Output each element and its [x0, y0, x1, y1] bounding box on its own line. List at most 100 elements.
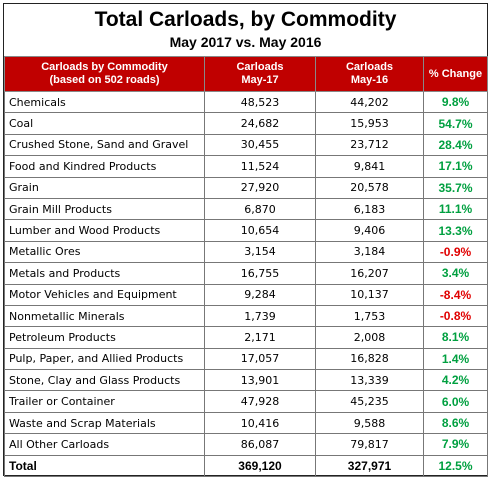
commodity: Chemicals	[4, 90, 205, 114]
column-header: Carloads May-16	[315, 56, 424, 92]
commodity: Motor Vehicles and Equipment	[4, 283, 205, 306]
table-row: Metals and Products 16,755 16,207 3.4%	[4, 262, 488, 285]
carloads: 10,654	[204, 219, 316, 242]
total-row: Total 369,120 327,971 12.5%	[4, 454, 488, 478]
carloads-table: Carloads by Commodity (based on 502 road…	[4, 56, 488, 478]
carloads: 13,901	[204, 369, 316, 392]
table-row: Metallic Ores 3,154 3,184 -0.9%	[4, 240, 488, 264]
commodity: Trailer or Container	[4, 390, 205, 413]
carloads: 3,154	[204, 240, 316, 264]
carloads: 86,087	[204, 433, 316, 456]
carloads: 2,171	[204, 326, 316, 349]
table-row: Grain Mill Products 6,870 6,183 11.1%	[4, 197, 488, 221]
table-row: Stone, Clay and Glass Products 13,901 13,3…	[4, 369, 488, 392]
commodity: Waste and Scrap Materials	[4, 411, 205, 435]
table-row: All Other Carloads 86,087 79,817 7.9%	[4, 433, 488, 456]
carloads: 10,416	[204, 411, 316, 435]
carloads: 369,120	[204, 454, 316, 478]
carloads: 17,057	[204, 347, 316, 371]
table-row: Nonmetallic Minerals 1,739 1,753 -0.8%	[4, 304, 488, 328]
carloads: 327,971	[315, 454, 424, 478]
carloads: 13,339	[315, 369, 424, 392]
table-row: Waste and Scrap Materials 10,416 9,588 8.6%	[4, 411, 488, 435]
table-row: Food and Kindred Products 11,524 9,841 17.1…	[4, 155, 488, 178]
commodity: Petroleum Products	[4, 326, 205, 349]
percent-change: -0.9%	[423, 240, 488, 264]
percent-change: 7.9%	[423, 433, 488, 456]
carloads: 11,524	[204, 155, 316, 178]
table-row: Coal 24,682 15,953 54.7%	[4, 112, 488, 135]
percent-change: 8.6%	[423, 411, 488, 435]
percent-change: 11.1%	[423, 197, 488, 221]
column-header: Carloads by Commodity (based on 502 road…	[4, 56, 205, 92]
table-row: Motor Vehicles and Equipment 9,284 10,137-…	[4, 283, 488, 306]
carloads: 1,739	[204, 304, 316, 328]
table-row: Grain 27,920 20,578 35.7%	[4, 176, 488, 199]
commodity: Total	[4, 454, 205, 478]
carloads: 47,928	[204, 390, 316, 413]
subtitle: May 2017 vs. May 2016	[169, 34, 322, 50]
carloads: 2,008	[315, 326, 424, 349]
commodity: Crushed Stone, Sand and Gravel	[4, 133, 205, 157]
header-row: Carloads by Commodity (based on 502 road…	[4, 56, 488, 92]
carloads: 3,184	[315, 240, 424, 264]
carloads: 79,817	[315, 433, 424, 456]
carloads: 10,137	[315, 283, 424, 306]
commodity: Coal	[4, 112, 205, 135]
commodity: Stone, Clay and Glass Products	[4, 369, 205, 392]
percent-change: -8.4%	[423, 283, 488, 306]
commodity: Grain	[4, 176, 205, 199]
table-row: Trailer or Container 47,928 45,235 6.0%	[4, 390, 488, 413]
table-panel: Total Carloads, by Commodity May 2017 vs…	[3, 3, 488, 478]
percent-change: 6.0%	[423, 390, 488, 413]
column-header: % Change	[423, 56, 488, 92]
carloads: 20,578	[315, 176, 424, 199]
percent-change: 8.1%	[423, 326, 488, 349]
carloads: 9,841	[315, 155, 424, 178]
percent-change: 4.2%	[423, 369, 488, 392]
carloads: 9,588	[315, 411, 424, 435]
commodity: All Other Carloads	[4, 433, 205, 456]
percent-change: 54.7%	[423, 112, 488, 135]
carloads: 9,406	[315, 219, 424, 242]
commodity: Metallic Ores	[4, 240, 205, 264]
carloads: 44,202	[315, 90, 424, 114]
carloads: 9,284	[204, 283, 316, 306]
carloads: 24,682	[204, 112, 316, 135]
carloads: 16,207	[315, 262, 424, 285]
commodity: Lumber and Wood Products	[4, 219, 205, 242]
commodity: Grain Mill Products	[4, 197, 205, 221]
percent-change: -0.8%	[423, 304, 488, 328]
table-row: Crushed Stone, Sand and Gravel 30,455 23,7…	[4, 133, 488, 157]
commodity: Pulp, Paper, and Allied Products	[4, 347, 205, 371]
percent-change: 12.5%	[423, 454, 488, 478]
carloads: 6,183	[315, 197, 424, 221]
commodity: Nonmetallic Minerals	[4, 304, 205, 328]
table-row: Chemicals 48,523 44,202 9.8%	[4, 90, 488, 114]
carloads: 6,870	[204, 197, 316, 221]
percent-change: 35.7%	[423, 176, 488, 199]
table-row: Pulp, Paper, and Allied Products 17,057 16…	[4, 347, 488, 371]
percent-change: 17.1%	[423, 155, 488, 178]
table-row: Petroleum Products 2,171 2,008 8.1%	[4, 326, 488, 349]
title: Total Carloads, by Commodity	[94, 8, 397, 31]
percent-change: 9.8%	[423, 90, 488, 114]
column-header: Carloads May-17	[204, 56, 316, 92]
carloads: 23,712	[315, 133, 424, 157]
commodity: Food and Kindred Products	[4, 155, 205, 178]
carloads: 48,523	[204, 90, 316, 114]
percent-change: 28.4%	[423, 133, 488, 157]
percent-change: 3.4%	[423, 262, 488, 285]
commodity: Metals and Products	[4, 262, 205, 285]
carloads: 15,953	[315, 112, 424, 135]
carloads: 30,455	[204, 133, 316, 157]
carloads: 1,753	[315, 304, 424, 328]
carloads: 27,920	[204, 176, 316, 199]
table-row: Lumber and Wood Products 10,654 9,406 13.3%	[4, 219, 488, 242]
carloads: 16,755	[204, 262, 316, 285]
carloads: 16,828	[315, 347, 424, 371]
carloads: 45,235	[315, 390, 424, 413]
percent-change: 1.4%	[423, 347, 488, 371]
percent-change: 13.3%	[423, 219, 488, 242]
